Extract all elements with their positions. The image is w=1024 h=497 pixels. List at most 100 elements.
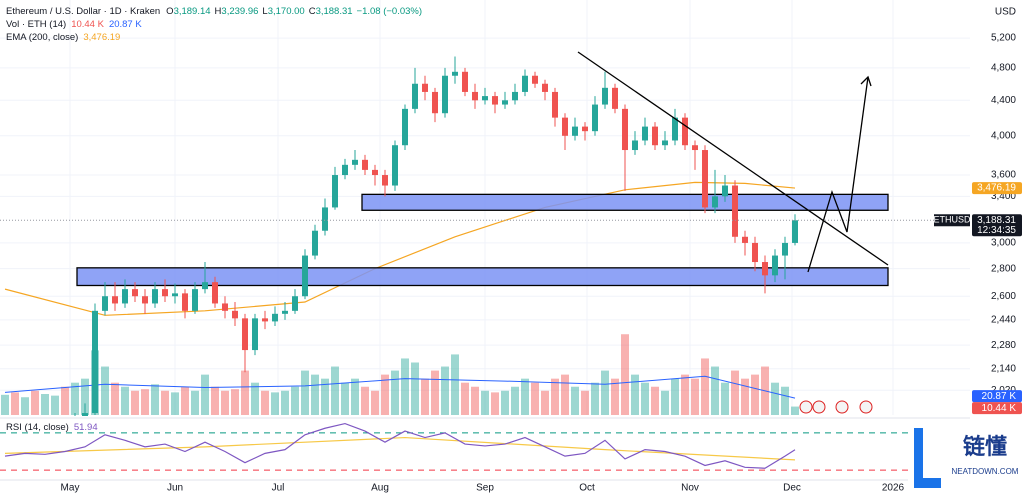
volume-bar bbox=[461, 382, 469, 415]
zone bbox=[361, 193, 889, 211]
candle-body bbox=[632, 140, 638, 151]
volume-bar bbox=[681, 374, 689, 415]
y-tick-label: 3,600 bbox=[991, 170, 1016, 181]
drawings bbox=[577, 51, 889, 273]
volume-bar bbox=[551, 378, 559, 415]
y-tick-label: 2,140 bbox=[991, 363, 1016, 374]
volume-bar bbox=[151, 384, 159, 415]
y-tick-label: 4,800 bbox=[991, 63, 1016, 74]
ema-legend: EMA (200, close) 3,476.19 bbox=[6, 32, 120, 43]
ohlc-label: H bbox=[215, 6, 222, 17]
trend-line bbox=[577, 51, 889, 266]
volume-bar bbox=[561, 374, 569, 415]
candle-body bbox=[732, 185, 738, 237]
volume-bar bbox=[651, 386, 659, 415]
candle-body bbox=[572, 126, 578, 136]
ohlc-value: 3,189.14 bbox=[174, 6, 211, 17]
volume-legend: Vol · ETH (14) 10.44 K 20.87 K bbox=[6, 19, 142, 30]
candle-body bbox=[352, 159, 358, 165]
candle-body bbox=[552, 91, 558, 118]
candle-body bbox=[172, 293, 178, 297]
candle-body bbox=[432, 91, 438, 114]
axes: 5,200 4,800 4,400 4,000 3,600 3,400 3,000 2,800… bbox=[61, 33, 1022, 494]
header-line: Ethereum / U.S. Dollar · 1D · Kraken O3,1… bbox=[6, 6, 422, 17]
candle-body bbox=[272, 313, 278, 322]
volume-bar bbox=[1, 394, 9, 415]
rsi-pane bbox=[0, 422, 970, 471]
volume-bar bbox=[471, 386, 479, 415]
volume-bar bbox=[791, 406, 799, 415]
volume-bar bbox=[231, 389, 239, 415]
volume-bar bbox=[291, 386, 299, 415]
volume-bar bbox=[711, 366, 719, 415]
ema-tag: 3,476.19 bbox=[977, 183, 1016, 194]
candle-body bbox=[562, 117, 568, 136]
candle-body bbox=[242, 318, 248, 351]
volume-bar bbox=[61, 386, 69, 415]
candle-body bbox=[322, 207, 328, 231]
candle-body bbox=[472, 91, 478, 101]
event-icon bbox=[859, 400, 873, 414]
candle-body bbox=[302, 255, 308, 297]
candle-body bbox=[612, 87, 618, 109]
volume-bar bbox=[491, 392, 499, 415]
candle-body bbox=[252, 318, 258, 351]
ohlc-value: 3,239.96 bbox=[221, 6, 258, 17]
symbol-title: Ethereum / U.S. Dollar · 1D · Kraken bbox=[6, 6, 160, 17]
volume-bar bbox=[41, 394, 49, 415]
candle-body bbox=[582, 126, 588, 132]
candle-body bbox=[532, 75, 538, 84]
x-tick-label: Jun bbox=[167, 483, 183, 494]
candle-body bbox=[682, 117, 688, 146]
volume-bar bbox=[301, 370, 309, 415]
y-tick-label: 4,400 bbox=[991, 95, 1016, 106]
candle-body bbox=[592, 104, 598, 132]
candle-body bbox=[112, 296, 118, 304]
volume-bar bbox=[521, 378, 529, 415]
candle-body bbox=[362, 159, 368, 170]
candle-body bbox=[182, 293, 188, 311]
volume-tag-bg bbox=[972, 402, 1022, 415]
price-pane bbox=[0, 0, 970, 416]
candle-body bbox=[262, 318, 268, 322]
volume-bar bbox=[371, 390, 379, 415]
legend-name: EMA (200, close) bbox=[6, 32, 78, 43]
volume-bar bbox=[121, 386, 129, 415]
volume-bar bbox=[621, 334, 629, 415]
volume-bar bbox=[21, 397, 29, 415]
volume-bar bbox=[541, 390, 549, 415]
legend-name: RSI (14, close) bbox=[6, 422, 69, 433]
candle-body bbox=[202, 282, 208, 290]
candle-body bbox=[212, 282, 218, 304]
volume-bar bbox=[731, 370, 739, 415]
volume-bar bbox=[351, 378, 359, 415]
legend-value: 51.94 bbox=[74, 422, 98, 433]
volume-bar bbox=[201, 374, 209, 415]
event-icons bbox=[799, 400, 873, 414]
legend-value: 10.44 K bbox=[71, 19, 104, 30]
legend-value: 3,476.19 bbox=[83, 32, 120, 43]
candle-body bbox=[392, 145, 398, 186]
event-icon bbox=[812, 400, 826, 414]
volume-bar bbox=[781, 386, 789, 415]
ema-tag-bg bbox=[972, 182, 1022, 195]
arrow-head bbox=[860, 75, 872, 87]
volume-bar bbox=[381, 374, 389, 415]
candle-body bbox=[122, 289, 128, 304]
symbol-tag: ETHUSD bbox=[933, 215, 971, 225]
price-axis bbox=[970, 0, 1024, 497]
volume-bar bbox=[241, 370, 249, 415]
volume-bar bbox=[501, 390, 509, 415]
rsi-ma-line bbox=[4, 436, 796, 461]
candle-body bbox=[692, 145, 698, 151]
volume-bar bbox=[361, 386, 369, 415]
candle-body bbox=[412, 83, 418, 109]
candle-body bbox=[782, 242, 788, 256]
x-tick-label: May bbox=[61, 483, 80, 494]
volume-bar bbox=[721, 382, 729, 415]
volume-bar bbox=[691, 378, 699, 415]
x-tick-label: Sep bbox=[476, 483, 494, 494]
event-icon bbox=[799, 400, 813, 414]
candle-body bbox=[422, 83, 428, 92]
